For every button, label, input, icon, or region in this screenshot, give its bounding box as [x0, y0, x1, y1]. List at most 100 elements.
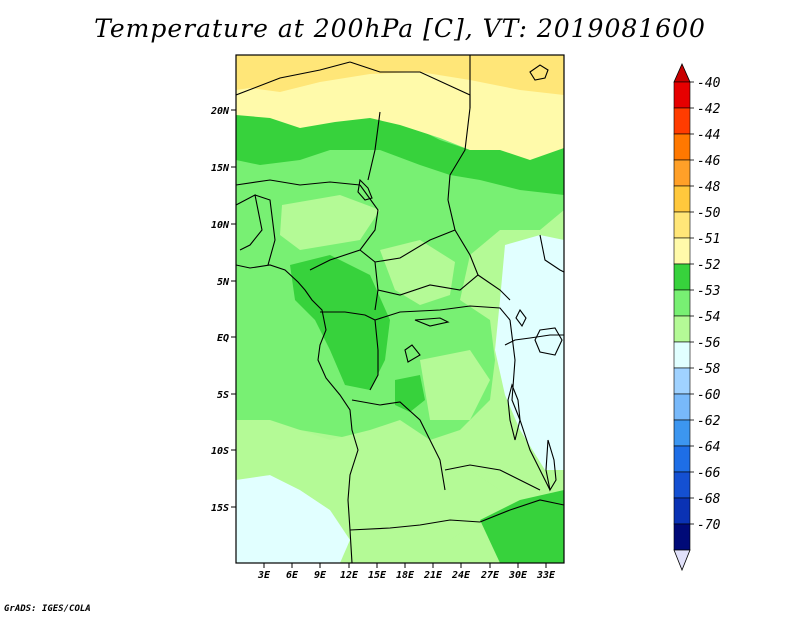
colorbar-swatch: [673, 133, 691, 161]
lon-tick-label: 12E: [340, 570, 359, 581]
latitude-axis: 20N 15N 10N 5N EQ 5S 10S 15S: [210, 106, 236, 514]
field-region-56-east: [495, 235, 564, 470]
lake-malawi: [545, 439, 557, 492]
colorbar-label: -54: [697, 310, 720, 325]
colorbar-label: -46: [697, 154, 721, 169]
border-nigeria-cameroon: [309, 184, 379, 271]
grads-credit: GrADS: IGES/COLA: [4, 604, 91, 614]
field-region-52-central: [290, 255, 390, 390]
colorbar-label: -50: [697, 206, 721, 221]
chart-title: Temperature at 200hPa [C], VT: 201908160…: [94, 14, 706, 43]
lon-tick-label: 21E: [423, 570, 443, 581]
colorbar-swatch: [673, 289, 691, 317]
lon-tick-label: 30E: [508, 570, 528, 581]
border-west-africa: [236, 194, 263, 251]
colorbar-label: -62: [697, 414, 721, 429]
colorbar-label: -42: [697, 102, 721, 117]
lat-tick-label: 5N: [217, 277, 230, 288]
border-drc-angola: [351, 399, 446, 491]
field-region-54-c: [420, 350, 490, 420]
colorbar-label: -48: [697, 180, 721, 195]
colorbar-swatch: [673, 237, 691, 265]
colorbar-bottom-arrow: [673, 549, 691, 572]
field-region-54-b: [280, 195, 380, 250]
colorbar-swatch: [673, 211, 691, 239]
lon-tick-label: 18E: [396, 570, 415, 581]
colorbar-top-arrow: [673, 63, 691, 83]
lon-tick-label: 9E: [314, 570, 327, 581]
lon-tick-label: 33E: [536, 570, 556, 581]
colorbar-label: -56: [697, 336, 721, 351]
lake-tanganyika: [507, 383, 521, 441]
border-angola-namibia: [349, 519, 481, 531]
lat-tick-label: 20N: [210, 106, 230, 117]
lat-tick-label: 5S: [217, 390, 229, 401]
border-car-south: [377, 274, 511, 301]
field-region-52-south: [395, 375, 425, 412]
border-east-africa: [539, 234, 564, 273]
colorbar-swatch: [673, 419, 691, 447]
colorbar-swatch: [673, 393, 691, 421]
border-east-africa-2: [504, 334, 564, 346]
border-algeria-niger: [236, 61, 351, 96]
colorbar-label: -60: [697, 388, 721, 403]
colorbar-swatch: [673, 445, 691, 473]
lat-tick-label: 15N: [211, 163, 230, 174]
lon-tick-label: 6E: [286, 570, 299, 581]
border-zambia-south: [479, 499, 564, 523]
colorbar-label: -66: [697, 466, 721, 481]
border-chad-car: [374, 229, 456, 263]
colorbar-swatch: [673, 81, 691, 109]
colorbar-swatch: [673, 341, 691, 369]
map-frame: [235, 54, 565, 564]
lake-chad: [357, 178, 373, 201]
lake-victoria: [534, 327, 563, 356]
colorbar-label: -44: [697, 128, 720, 143]
colorbar-label: -68: [697, 492, 721, 507]
border-west-africa-2: [254, 194, 276, 266]
colorbar-label: -70: [697, 518, 721, 533]
colorbar-swatch: [673, 107, 691, 135]
lon-tick-label: 15E: [368, 570, 387, 581]
colorbar-swatch: [673, 523, 691, 551]
red-sea-coast: [529, 64, 549, 81]
lat-tick-label: 15S: [211, 503, 229, 514]
border-nigeria-niger: [236, 179, 361, 186]
coastline-west: [236, 264, 359, 563]
border-drc-north: [374, 305, 511, 321]
lake-other: [515, 308, 527, 328]
colorbar-swatch: [673, 185, 691, 213]
colorbar-swatch: [673, 497, 691, 525]
colorbar-label: -64: [697, 440, 720, 455]
field-region-56-sw: [236, 475, 350, 563]
border-libya-sudan: [447, 55, 471, 201]
colorbar-label: -53: [697, 284, 720, 299]
colorbar-swatch: [673, 159, 691, 187]
colorbar-label: -58: [697, 362, 721, 377]
lat-tick-label: 10S: [211, 446, 229, 457]
colorbar-label: -40: [697, 76, 721, 91]
lon-tick-label: 24E: [451, 570, 471, 581]
lon-tick-label: 27E: [480, 570, 500, 581]
river-ubangi: [414, 317, 450, 327]
border-angola-zambia: [444, 464, 541, 491]
colorbar-label: -51: [697, 232, 720, 247]
longitude-axis: 3E 6E 9E 12E 15E 18E 21E 24E 27E 30E 33E: [257, 563, 556, 581]
temperature-field: [236, 55, 564, 563]
field-region-54-a: [380, 240, 455, 305]
colorbar: -40 -42 -44 -46 -48 -50 -51 -52 -53 -54 -56 -58 -60 -…: [673, 63, 721, 572]
colorbar-swatch: [673, 263, 691, 291]
colorbar-label: -52: [697, 258, 721, 273]
border-niger-chad: [367, 111, 381, 181]
border-chad-sudan: [447, 199, 479, 276]
colorbar-swatch: [673, 315, 691, 343]
river-congo: [404, 344, 421, 363]
field-region-52-se: [480, 490, 564, 563]
colorbar-swatch: [673, 367, 691, 395]
lat-tick-label: 10N: [211, 220, 230, 231]
lon-tick-label: 3E: [257, 570, 271, 581]
field-region-50: [236, 55, 564, 95]
lat-tick-label: EQ: [217, 333, 229, 344]
colorbar-swatch: [673, 471, 691, 499]
